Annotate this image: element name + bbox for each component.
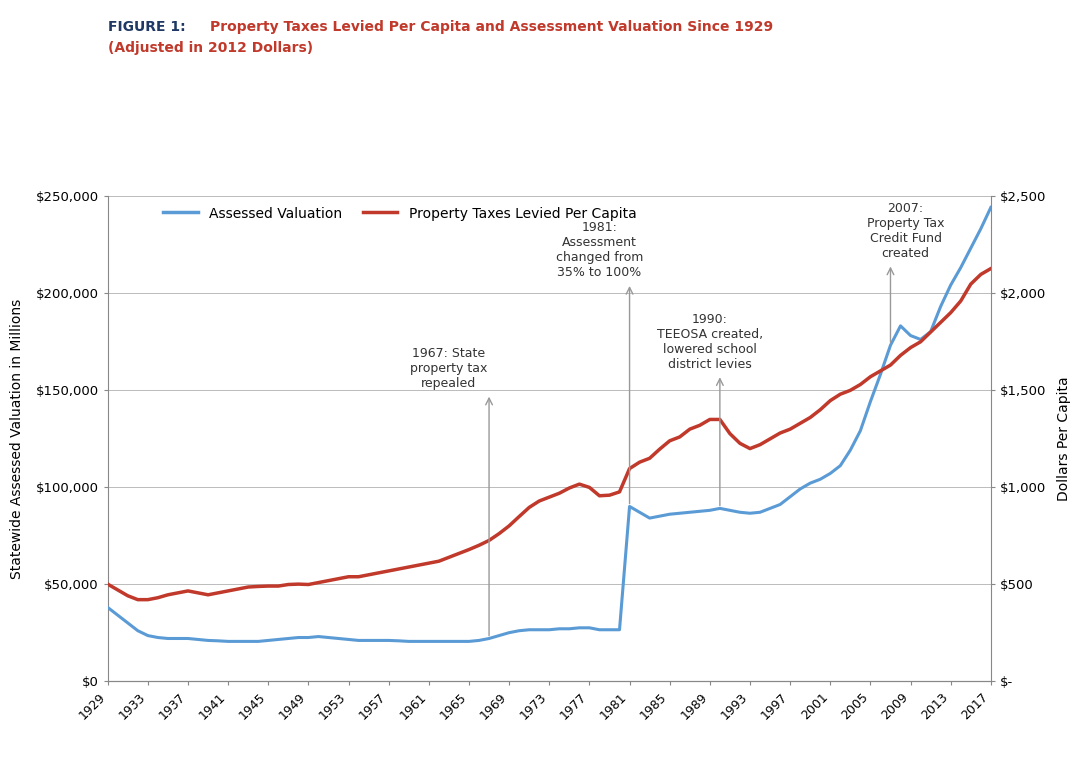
Text: 1981:
Assessment
changed from
35% to 100%: 1981: Assessment changed from 35% to 100… xyxy=(556,222,643,280)
Text: 1967: State
property tax
repealed: 1967: State property tax repealed xyxy=(410,347,488,390)
Y-axis label: Statewide Assessed Valuation in Millions: Statewide Assessed Valuation in Millions xyxy=(11,298,25,579)
Text: Property Taxes Levied Per Capita and Assessment Valuation Since 1929: Property Taxes Levied Per Capita and Ass… xyxy=(210,20,773,34)
Legend: Assessed Valuation, Property Taxes Levied Per Capita: Assessed Valuation, Property Taxes Levie… xyxy=(158,203,641,225)
Text: 2007:
Property Tax
Credit Fund
created: 2007: Property Tax Credit Fund created xyxy=(867,202,945,260)
Text: 1990:
TEEOSA created,
lowered school
district levies: 1990: TEEOSA created, lowered school dis… xyxy=(657,312,763,370)
Y-axis label: Dollars Per Capita: Dollars Per Capita xyxy=(1058,376,1072,501)
Text: FIGURE 1:: FIGURE 1: xyxy=(108,20,185,34)
Text: (Adjusted in 2012 Dollars): (Adjusted in 2012 Dollars) xyxy=(108,41,312,55)
